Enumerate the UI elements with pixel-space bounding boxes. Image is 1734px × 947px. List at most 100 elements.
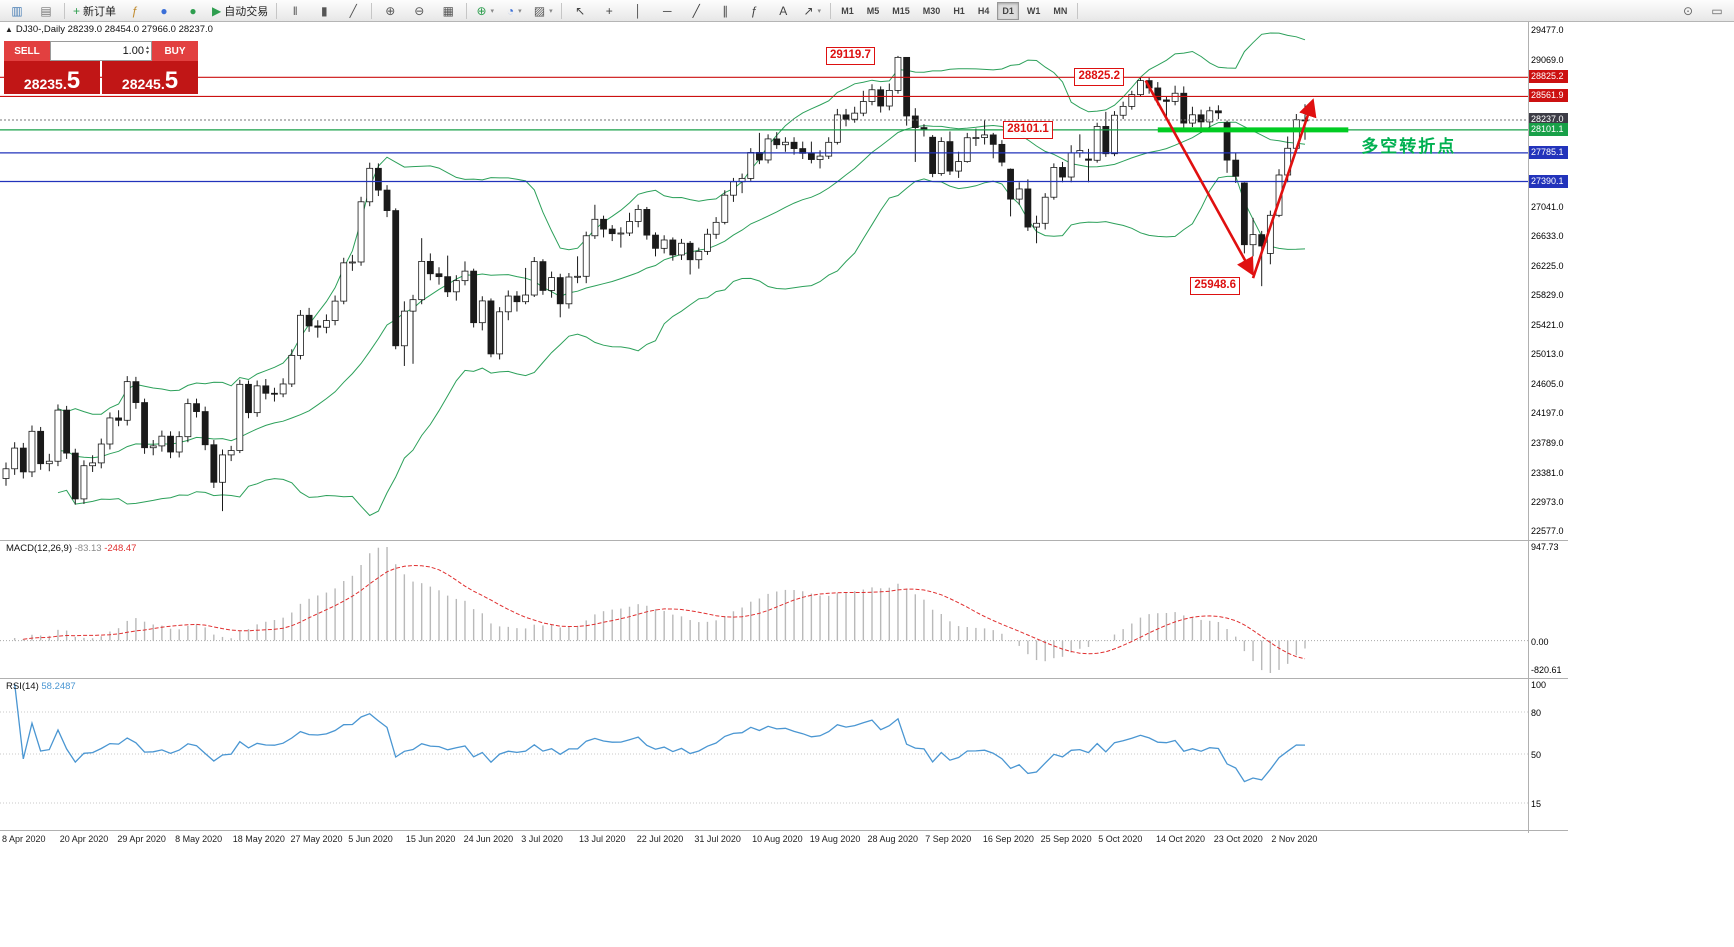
autotrading-button[interactable]: ▶ 自动交易 [208,1,272,21]
scripts-icon[interactable]: ● [150,1,178,21]
channel-icon[interactable]: ∥ [711,1,739,21]
chevron-down-icon[interactable]: ▾ [817,7,822,15]
tile-windows-icon[interactable]: ▦ [434,1,462,21]
fibonacci-icon[interactable]: ƒ [740,1,768,21]
panel-separator[interactable] [0,540,1568,541]
timeframe-m30[interactable]: M30 [922,5,941,16]
vertical-line-icon: │ [634,3,643,18]
new-chart-icon[interactable]: ▥ [3,1,31,21]
new-order-button[interactable]: + 新订单 [69,1,120,21]
candlestick-chart-icon[interactable]: ▮ [310,1,338,21]
templates-icon[interactable]: ▨ ▾ [529,1,557,21]
rsi-panel-canvas[interactable] [0,679,1528,830]
timeframe-m15[interactable]: M15 [892,5,910,16]
trendline-icon[interactable]: ╱ [682,1,710,21]
alerts-icon: ● [189,3,197,18]
price-annotation[interactable]: 28101.1 [1003,120,1053,139]
panel-separator[interactable] [0,678,1568,679]
vertical-line-icon[interactable]: │ [624,1,652,21]
volume-value: 1.00 [122,45,144,57]
macd-axis-label: -820.61 [1531,665,1562,675]
indicators-icon[interactable]: ⊕ ▾ [471,1,499,21]
expert-hammer-icon: ƒ [131,3,139,18]
new-order-icon: + [73,3,81,18]
date-axis-label: 16 Sep 2020 [982,834,1034,844]
buy-price-button[interactable]: 28245. 5 [102,61,198,94]
price-axis-badge: 28561.9 [1529,89,1568,103]
crosshair-icon[interactable]: + [595,1,623,21]
timeframe-h1[interactable]: H1 [953,5,965,16]
toolbar-separator [64,2,65,19]
date-axis[interactable]: 8 Apr 2020 20 Apr 2020 29 Apr 2020 8 May 20… [0,834,1568,850]
macd-axis-label: 947.73 [1531,542,1559,552]
price-axis-label: 27041.0 [1531,201,1564,212]
price-axis-label: 24197.0 [1531,408,1564,419]
zoom-in-icon[interactable]: ⊕ [376,1,404,21]
chevron-down-icon[interactable]: ▾ [518,7,522,15]
channel-icon: ∥ [722,3,729,18]
timeframe-m1[interactable]: M1 [841,5,854,16]
templates-icon: ▨ [533,3,546,18]
right-empty-area [1569,22,1734,947]
spinner-down-icon[interactable]: ▾ [145,50,149,56]
search-icon[interactable]: ⊙ [1682,3,1694,18]
autotrading-icon: ▶ [212,3,222,18]
volume-spinner[interactable]: ▴ ▾ [145,45,149,56]
date-axis-label: 18 May 2020 [232,834,285,844]
rsi-axis-label: 100 [1531,680,1547,690]
zoom-out-icon[interactable]: ⊖ [405,1,433,21]
oneclick-toggle-icon[interactable]: ▲ [5,25,13,34]
price-annotation[interactable]: 29119.7 [825,46,875,65]
chevron-down-icon[interactable]: ▾ [549,7,553,15]
chat-icon[interactable]: ▭ [1711,3,1723,18]
price-axis-label: 29477.0 [1531,25,1564,35]
price-axis-label: 26225.0 [1531,261,1564,272]
volume-input[interactable]: 1.00 ▴ ▾ [50,41,152,61]
toolbar-separator [466,2,468,19]
panel-separator[interactable] [0,830,1568,831]
buy-button[interactable]: BUY [152,41,198,61]
chevron-down-icon[interactable]: ▾ [490,7,495,15]
profiles-icon[interactable]: ▤ [32,1,60,21]
timeframe-d1[interactable]: D1 [997,1,1019,20]
cursor-icon[interactable]: ↖ [566,1,594,21]
macd-name: MACD(12,26,9) [6,543,72,554]
rsi-name: RSI(14) [6,681,39,692]
timeframe-h4[interactable]: H4 [977,5,990,16]
date-axis-label: 8 Apr 2020 [2,834,46,844]
periods-icon[interactable]: ◔ ▾ [500,1,528,21]
date-axis-label: 2 Nov 2020 [1271,834,1318,844]
date-axis-label: 5 Oct 2020 [1098,834,1143,844]
timeframe-m5[interactable]: M5 [866,5,880,16]
cursor-icon: ↖ [575,3,586,18]
indicators-icon: ⊕ [476,3,487,18]
sell-price-button[interactable]: 28235. 5 [4,61,100,94]
macd-signal-value: -248.47 [104,543,137,554]
line-chart-icon[interactable]: ╱ [339,1,367,21]
timeframe-w1[interactable]: W1 [1026,5,1041,16]
price-annotation[interactable]: 28825.2 [1074,68,1125,87]
text-tool-icon[interactable]: A [769,1,797,21]
turning-point-note[interactable]: 多空转折点 [1361,136,1457,156]
macd-axis-label: 0.00 [1531,636,1549,647]
expert-hammer-icon[interactable]: ƒ [121,1,149,21]
main-chart-canvas[interactable] [0,22,1528,540]
symbol-ohlc-text: DJ30-,Daily 28239.0 28454.0 27966.0 2823… [15,24,213,35]
horizontal-line-icon[interactable]: ─ [653,1,681,21]
sell-button[interactable]: SELL [4,41,50,61]
date-axis-label: 15 Jun 2020 [405,834,456,844]
date-axis-label: 24 Jun 2020 [463,834,514,844]
fibonacci-icon: ƒ [750,3,758,18]
date-axis-label: 5 Jun 2020 [348,834,393,844]
date-axis-label: 13 Jul 2020 [579,834,626,844]
macd-panel-canvas[interactable] [0,541,1528,678]
bar-chart-icon[interactable]: ‖ [281,1,309,21]
profiles-icon: ▤ [40,3,52,18]
price-annotation[interactable]: 25948.6 [1190,277,1240,296]
arrows-tool-icon[interactable]: ↗ ▾ [798,1,826,21]
timeframe-mn[interactable]: MN [1053,5,1068,16]
price-axis-label: 25013.0 [1531,349,1564,360]
price-axis-label: 23381.0 [1531,467,1564,478]
alerts-icon[interactable]: ● [179,1,207,21]
rsi-axis-label: 50 [1531,750,1542,760]
